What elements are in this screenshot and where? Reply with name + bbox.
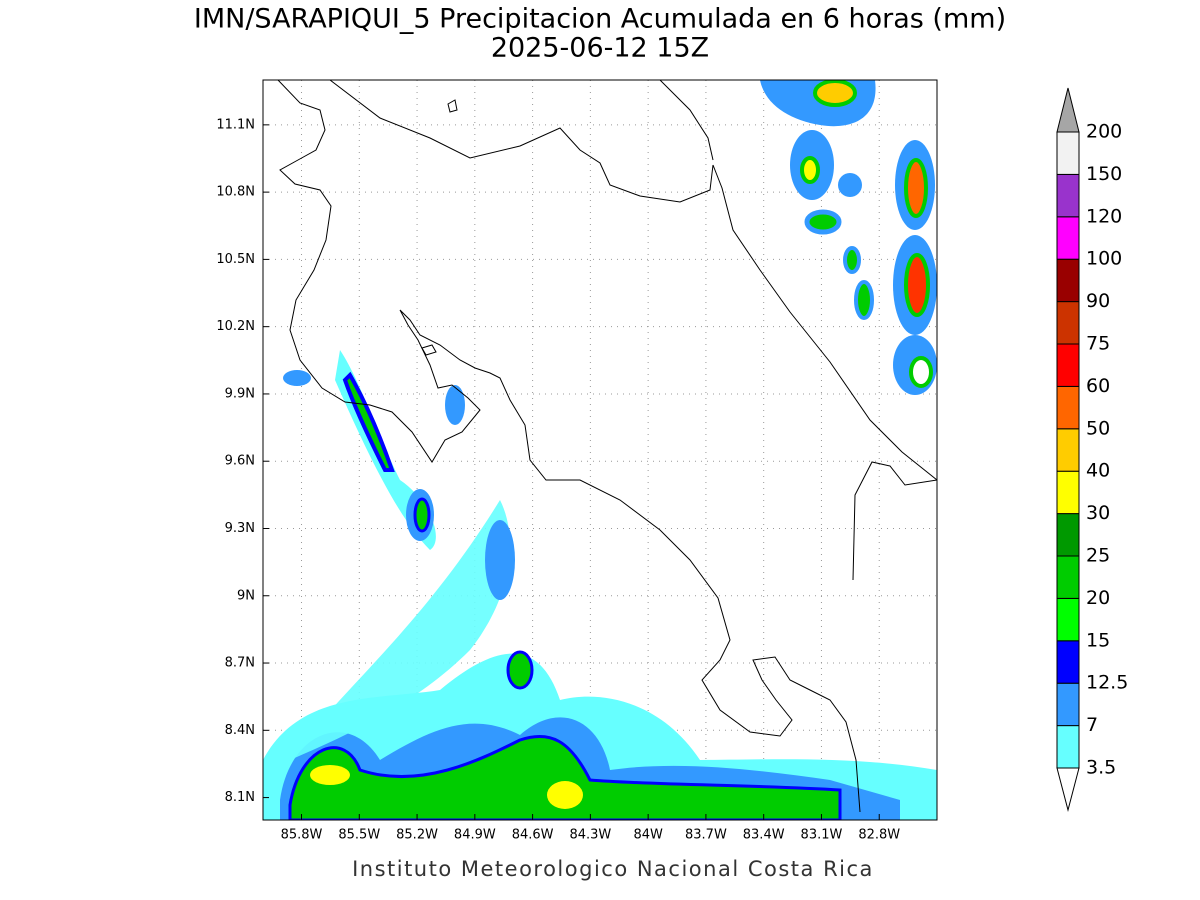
colorbar-label: 40 bbox=[1086, 460, 1110, 482]
colorbar-label: 50 bbox=[1086, 417, 1110, 439]
colorbar-label: 150 bbox=[1086, 163, 1122, 185]
x-tick-label: 84.3W bbox=[569, 828, 611, 843]
colorbar-label: 60 bbox=[1086, 375, 1110, 397]
precip-cell bbox=[506, 650, 534, 690]
colorbar-segment bbox=[1056, 216, 1080, 260]
precip-cell bbox=[804, 209, 842, 235]
colorbar-segment bbox=[1056, 131, 1080, 175]
x-tick-label: 85.5W bbox=[338, 828, 380, 843]
colorbar-segment bbox=[1056, 258, 1080, 303]
subtitle: 2025-06-12 15Z bbox=[491, 33, 709, 64]
colorbar-extend-high bbox=[1056, 87, 1080, 133]
colorbar-label: 120 bbox=[1086, 205, 1122, 227]
precip-cell bbox=[800, 156, 820, 184]
colorbar-label: 15 bbox=[1086, 629, 1110, 651]
x-tick-label: 83.7W bbox=[685, 828, 727, 843]
y-tick-label: 8.7N bbox=[225, 656, 255, 671]
y-tick-label: 10.2N bbox=[216, 319, 255, 334]
y-tick-label: 10.8N bbox=[216, 185, 255, 200]
precip-core bbox=[310, 765, 350, 785]
precip-cell bbox=[904, 253, 930, 317]
precip-cell bbox=[283, 370, 311, 386]
colorbar-segment bbox=[1056, 173, 1080, 218]
colorbar-extend-low bbox=[1056, 767, 1080, 812]
y-tick-label: 11.1N bbox=[216, 117, 255, 132]
precip-cell bbox=[838, 173, 862, 197]
precip-band bbox=[342, 371, 395, 472]
precip-band bbox=[290, 500, 510, 760]
footer: Instituto Meteorologico Nacional Costa R… bbox=[352, 857, 874, 881]
colorbar: 3.5 7 12.5 15 20 25 30 40 50 60 75 90 100 120 150 200 bbox=[1056, 87, 1128, 812]
island bbox=[421, 99, 458, 356]
border bbox=[852, 461, 937, 581]
colorbar-segment bbox=[1056, 343, 1080, 387]
y-tick-label: 10.5N bbox=[216, 252, 255, 267]
colorbar-label: 7 bbox=[1086, 714, 1098, 736]
x-tick-label: 85.2W bbox=[396, 828, 438, 843]
coast bbox=[277, 80, 861, 813]
y-tick-label: 8.4N bbox=[225, 723, 255, 738]
precip-area bbox=[288, 734, 842, 820]
precip-cell bbox=[413, 497, 431, 533]
x-tick-label: 84.6W bbox=[512, 828, 554, 843]
colorbar-segment bbox=[1056, 640, 1080, 684]
colorbar-segment bbox=[1056, 470, 1080, 515]
x-tick-label: 82.8W bbox=[858, 828, 900, 843]
colorbar-label: 75 bbox=[1086, 333, 1110, 355]
y-tick-label: 9.6N bbox=[225, 454, 255, 469]
colorbar-segment bbox=[1056, 555, 1080, 599]
colorbar-label: 30 bbox=[1086, 502, 1110, 524]
precip-cell bbox=[485, 520, 515, 600]
colorbar-label: 100 bbox=[1086, 248, 1122, 270]
precip-cell bbox=[813, 80, 857, 107]
colorbar-label: 90 bbox=[1086, 290, 1110, 312]
colorbar-segment bbox=[1056, 385, 1080, 430]
map-frame bbox=[262, 79, 938, 821]
x-tick-label: 84W bbox=[633, 828, 663, 843]
y-tick-label: 8.1N bbox=[225, 790, 255, 805]
ticks: 85.8W 85.5W 85.2W 84.9W 84.6W 84.3W 84W 83.7W 83… bbox=[216, 117, 900, 842]
coast bbox=[329, 80, 937, 481]
colorbar-segment bbox=[1056, 725, 1080, 769]
colorbar-segment bbox=[1056, 597, 1080, 642]
precip-cell bbox=[904, 158, 928, 218]
colorbar-segment bbox=[1056, 428, 1080, 472]
colorbar-label: 200 bbox=[1086, 121, 1122, 143]
coast bbox=[659, 80, 714, 161]
title: IMN/SARAPIQUI_5 Precipitacion Acumulada … bbox=[194, 4, 1006, 35]
colorbar-label: 25 bbox=[1086, 545, 1110, 567]
colorbar-label: 20 bbox=[1086, 587, 1110, 609]
y-tick-label: 9.3N bbox=[225, 521, 255, 536]
y-tick-label: 9N bbox=[237, 588, 255, 603]
colorbar-segment bbox=[1056, 301, 1080, 345]
precip-core bbox=[547, 781, 583, 809]
precip-cell bbox=[854, 280, 874, 320]
colorbar-label: 3.5 bbox=[1086, 757, 1116, 779]
colorbar-segment bbox=[1056, 682, 1080, 727]
precipitation bbox=[263, 80, 937, 820]
colorbar-segment bbox=[1056, 513, 1080, 557]
precip-cell bbox=[843, 246, 861, 274]
colorbar-label: 12.5 bbox=[1086, 672, 1128, 694]
x-tick-label: 83.1W bbox=[801, 828, 843, 843]
x-tick-label: 84.9W bbox=[454, 828, 496, 843]
precip-cell bbox=[445, 385, 465, 425]
y-tick-label: 9.9N bbox=[225, 386, 255, 401]
x-tick-label: 85.8W bbox=[281, 828, 323, 843]
precip-cell bbox=[909, 356, 933, 388]
coastline bbox=[277, 80, 937, 813]
x-tick-label: 83.4W bbox=[743, 828, 785, 843]
